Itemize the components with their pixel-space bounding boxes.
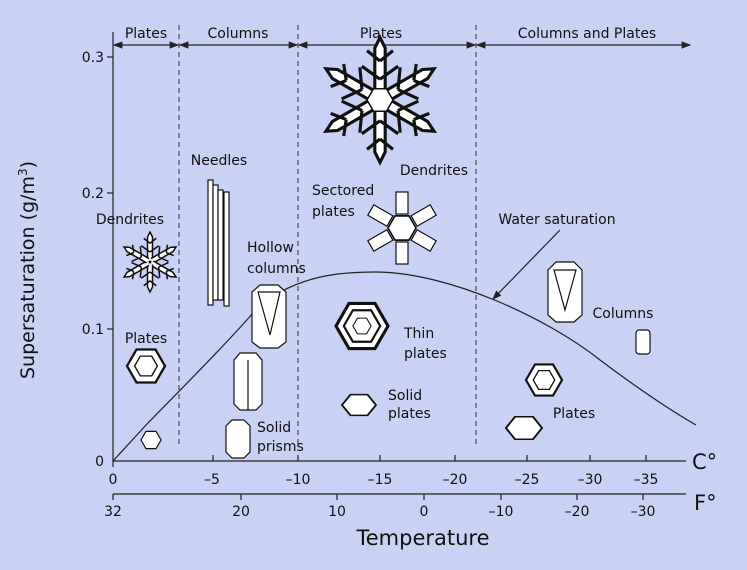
label-solid-prisms-2: prisms xyxy=(257,439,304,455)
f-tick: 20 xyxy=(232,504,250,520)
label-columns-right: Columns xyxy=(593,306,654,322)
label-thin-plates-2: plates xyxy=(404,346,447,362)
column-right-icon xyxy=(547,261,583,323)
label-thin-plates: Thin xyxy=(403,326,434,342)
label-sectored-plates-2: plates xyxy=(312,204,355,220)
regime-dividers xyxy=(178,25,477,445)
label-hollow-columns: Hollow xyxy=(247,240,294,256)
label-sectored-plates: Sectored xyxy=(312,183,374,199)
solid-prism-icon xyxy=(233,352,263,411)
regime-label-plates-1: Plates xyxy=(125,26,167,42)
y-axis-label: Supersaturation (g/m3) xyxy=(16,161,39,379)
y-tick: 0.3 xyxy=(82,50,104,66)
y-tick: 0.2 xyxy=(82,186,104,202)
plate-left-icon xyxy=(125,348,167,384)
y-tick: 0 xyxy=(95,454,104,470)
label-hollow-columns-2: columns xyxy=(247,261,306,277)
small-dendrite-icon xyxy=(118,231,182,293)
celsius-unit: C° xyxy=(692,450,717,474)
c-tick: –15 xyxy=(368,472,393,488)
c-tick: –30 xyxy=(578,472,603,488)
f-tick: –10 xyxy=(489,504,514,520)
label-plates-right: Plates xyxy=(553,406,595,422)
x-axis-label: Temperature xyxy=(355,526,489,550)
water-saturation-arrow xyxy=(492,229,561,300)
hollow-column-icon xyxy=(251,284,287,349)
x-axis-celsius xyxy=(112,455,686,467)
f-tick: 10 xyxy=(328,504,346,520)
f-tick: –20 xyxy=(565,504,590,520)
thin-plate-icon xyxy=(334,301,390,351)
label-needles: Needles xyxy=(191,153,247,169)
c-tick: –25 xyxy=(515,472,540,488)
solid-plate-right-icon xyxy=(504,415,544,441)
y-axis xyxy=(107,32,114,461)
small-column-icon xyxy=(635,329,651,355)
f-tick: 32 xyxy=(104,504,122,520)
c-tick: –5 xyxy=(204,472,220,488)
solid-plate-icon xyxy=(340,393,378,417)
c-tick: –20 xyxy=(443,472,468,488)
water-saturation-label: Water saturation xyxy=(498,212,615,228)
y-tick: 0.1 xyxy=(82,322,104,338)
needles-icon xyxy=(207,179,230,307)
fahrenheit-unit: F° xyxy=(694,491,717,515)
sectored-plate-icon xyxy=(367,191,437,265)
c-tick: 0 xyxy=(109,472,118,488)
regime-label-plates-2: Plates xyxy=(360,26,402,42)
label-plates-left: Plates xyxy=(125,331,167,347)
regime-label-columns-and-plates: Columns and Plates xyxy=(518,26,656,42)
solid-prism-small-icon xyxy=(225,419,251,459)
plate-right-icon xyxy=(524,363,564,397)
c-tick: –35 xyxy=(634,472,659,488)
label-solid-prisms: Solid xyxy=(257,420,291,436)
water-saturation-curve xyxy=(112,271,697,462)
f-tick: –30 xyxy=(631,504,656,520)
large-dendrite-icon xyxy=(315,36,445,164)
f-tick: 0 xyxy=(420,504,429,520)
label-solid-plates-2: plates xyxy=(388,406,431,422)
regime-label-columns-1: Columns xyxy=(208,26,269,42)
label-dendrites-left: Dendrites xyxy=(96,212,164,228)
label-dendrites-top: Dendrites xyxy=(400,163,468,179)
label-solid-plates: Solid xyxy=(388,388,422,404)
c-tick: –10 xyxy=(286,472,311,488)
x-axis-fahrenheit xyxy=(112,493,686,500)
small-plate-icon xyxy=(140,430,162,450)
